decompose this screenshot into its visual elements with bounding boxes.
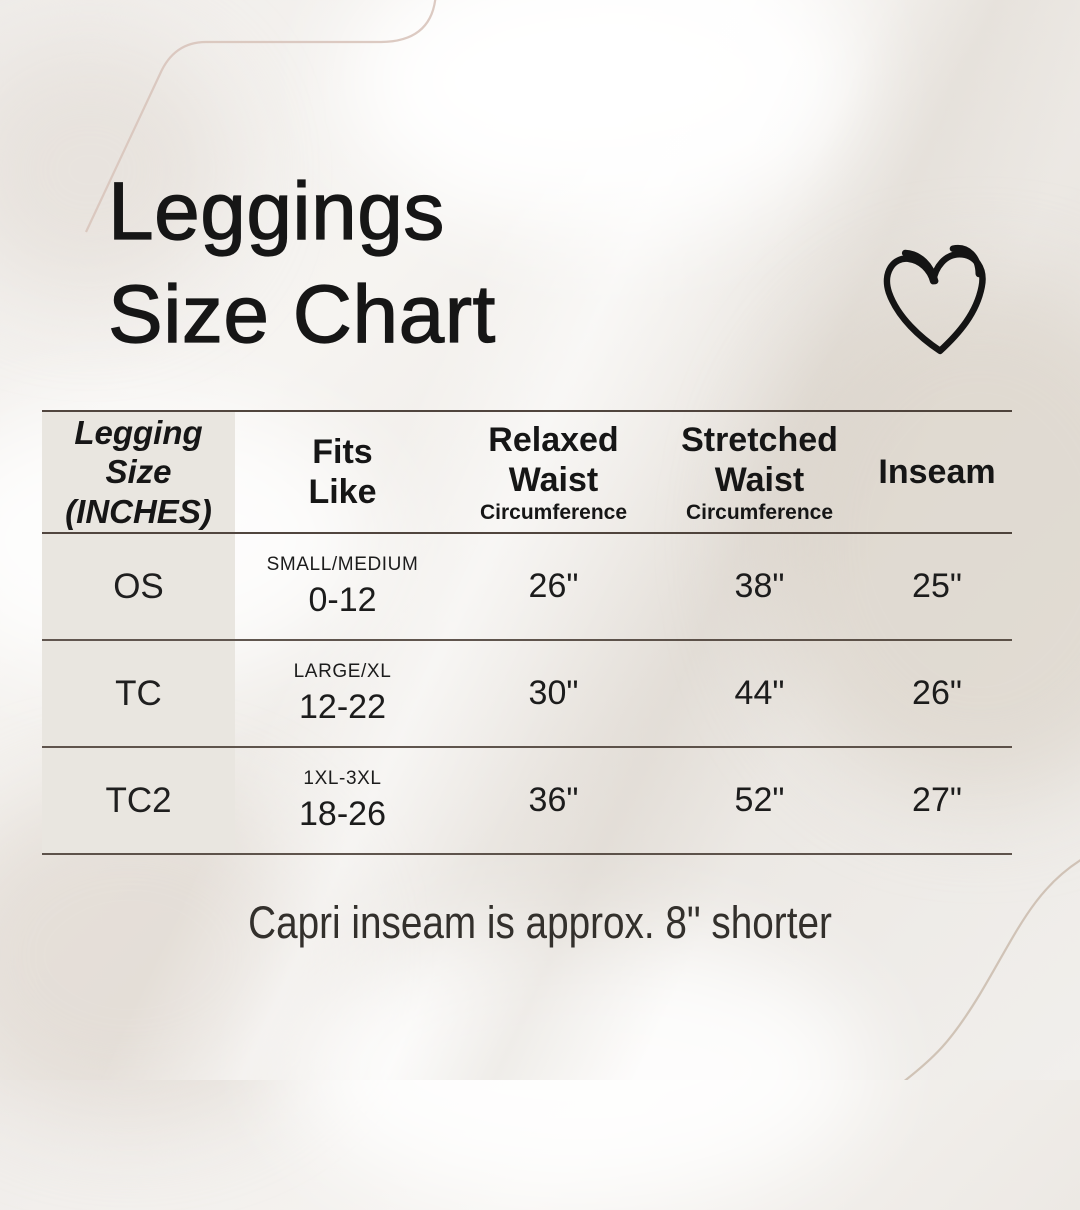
heart-icon	[883, 244, 986, 355]
inseam-value: 25"	[912, 567, 962, 605]
header-relaxed-waist-label: Relaxed Waist	[488, 420, 619, 499]
cell-size: OS	[42, 534, 235, 639]
cell-inseam: 26"	[862, 641, 1012, 746]
inseam-value: 26"	[912, 674, 962, 712]
cell-stretched-waist: 38"	[657, 534, 862, 639]
cell-inseam: 25"	[862, 534, 1012, 639]
header-stretched-waist-label: Stretched Waist	[681, 420, 838, 499]
size-value: OS	[113, 566, 164, 606]
cell-stretched-waist: 44"	[657, 641, 862, 746]
fits-like-range: 18-26	[299, 794, 386, 833]
header-cell-stretched-waist: Stretched Waist Circumference	[657, 412, 862, 532]
capri-inseam-note: Capri inseam is approx. 8" shorter	[248, 897, 832, 948]
size-value: TC	[115, 673, 162, 713]
cell-inseam: 27"	[862, 748, 1012, 853]
fits-like-label: 1XL-3XL	[303, 767, 382, 789]
stretched-waist-value: 38"	[734, 567, 785, 605]
page-title: Leggings Size Chart	[107, 165, 496, 361]
cell-relaxed-waist: 30"	[450, 641, 657, 746]
header-cell-fits-like: Fits Like	[235, 412, 450, 532]
cell-fits-like: LARGE/XL 12-22	[235, 641, 450, 746]
fits-like-range: 0-12	[308, 580, 377, 619]
size-value: TC2	[105, 780, 172, 820]
stretched-waist-value: 44"	[734, 674, 785, 712]
table-header-row: Legging Size (INCHES) Fits Like Relaxed …	[42, 410, 1012, 534]
header-relaxed-circumference-label: Circumference	[479, 501, 628, 525]
relaxed-waist-value: 30"	[528, 674, 579, 712]
header-stretched-circumference-label: Circumference	[685, 501, 834, 525]
table-row-tc: TC LARGE/XL 12-22 30" 44" 26"	[42, 641, 1012, 748]
cell-relaxed-waist: 36"	[450, 748, 657, 853]
table-row-os: OS SMALL/MEDIUM 0-12 26" 38" 25"	[42, 534, 1012, 641]
size-chart-table: Legging Size (INCHES) Fits Like Relaxed …	[42, 410, 1012, 855]
inseam-value: 27"	[912, 781, 962, 819]
cell-size: TC2	[42, 748, 235, 853]
stretched-waist-value: 52"	[734, 781, 785, 819]
fits-like-label: LARGE/XL	[293, 660, 392, 682]
fits-like-range: 12-22	[299, 687, 386, 726]
header-legging-size-label: Legging Size	[74, 413, 203, 491]
cell-fits-like: 1XL-3XL 18-26	[235, 748, 450, 853]
cell-fits-like: SMALL/MEDIUM 0-12	[235, 534, 450, 639]
header-inches-label: (INCHES)	[65, 492, 212, 530]
header-inseam-label: Inseam	[878, 452, 996, 491]
cell-stretched-waist: 52"	[657, 748, 862, 853]
fits-like-label: SMALL/MEDIUM	[266, 553, 419, 575]
cell-relaxed-waist: 26"	[450, 534, 657, 639]
relaxed-waist-value: 26"	[528, 567, 579, 605]
header-cell-inseam: Inseam	[862, 412, 1012, 532]
table-row-tc2: TC2 1XL-3XL 18-26 36" 52" 27"	[42, 748, 1012, 855]
header-cell-legging-size: Legging Size (INCHES)	[42, 412, 235, 532]
header-cell-relaxed-waist: Relaxed Waist Circumference	[450, 412, 657, 532]
cell-size: TC	[42, 641, 235, 746]
relaxed-waist-value: 36"	[528, 781, 579, 819]
header-fits-like-label: Fits Like	[308, 432, 377, 511]
